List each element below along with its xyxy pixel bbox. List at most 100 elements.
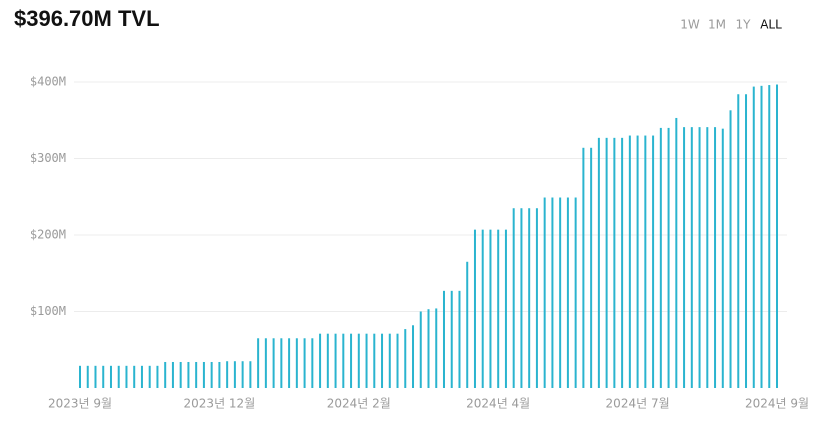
bar [226, 361, 229, 388]
bar [652, 135, 655, 388]
bar [427, 309, 430, 388]
bar [319, 333, 322, 388]
bar [272, 338, 275, 388]
bar [559, 197, 562, 388]
bar [667, 127, 670, 389]
bar [497, 229, 500, 388]
bar [264, 338, 267, 388]
bar [241, 361, 244, 388]
y-tick-label: $300M [30, 151, 66, 165]
bar [156, 365, 159, 388]
bar [365, 333, 368, 388]
bar [179, 361, 182, 388]
bar [133, 365, 136, 388]
bar [489, 229, 492, 388]
bar [466, 261, 469, 388]
bar [195, 361, 198, 388]
bar [776, 84, 778, 388]
bar [404, 329, 407, 388]
bar [706, 127, 709, 388]
bar [257, 338, 260, 388]
bar [187, 361, 190, 388]
bar [582, 147, 585, 388]
bar [605, 137, 608, 388]
bar [520, 208, 523, 388]
bar [760, 85, 763, 388]
bar [613, 137, 616, 388]
bar [504, 229, 507, 388]
bar [729, 110, 732, 389]
range-button[interactable]: 1M [708, 18, 726, 32]
bar [512, 208, 515, 388]
bar [690, 127, 693, 388]
bar [597, 137, 600, 388]
x-tick-label: 2024년 9월 [745, 397, 809, 411]
bar [714, 127, 717, 388]
bar [412, 325, 415, 388]
x-tick-label: 2024년 7월 [606, 397, 670, 411]
bar [737, 94, 740, 389]
bar [535, 208, 538, 388]
bar [628, 135, 631, 388]
bar [148, 365, 151, 388]
bar [350, 333, 353, 388]
bar [683, 127, 686, 388]
bar [79, 365, 81, 388]
y-tick-label: $200M [30, 228, 66, 242]
bar [621, 137, 624, 388]
bar [458, 290, 461, 388]
range-selector: 1W 1M 1Y ALL [680, 18, 782, 32]
bar [644, 135, 647, 388]
bar [396, 333, 399, 388]
bar [249, 361, 252, 388]
bar [125, 365, 128, 388]
bar [218, 361, 221, 388]
range-button[interactable]: 1Y [736, 18, 752, 32]
bar [721, 128, 724, 389]
bar [342, 333, 345, 388]
bar [326, 333, 329, 388]
bar [435, 308, 438, 388]
bar [388, 333, 391, 388]
range-button[interactable]: 1W [680, 18, 700, 32]
y-tick-label: $100M [30, 304, 66, 318]
y-tick-label: $400M [30, 75, 66, 89]
bar [117, 365, 120, 388]
bar [659, 127, 662, 389]
bar [566, 197, 569, 388]
bar [102, 365, 105, 388]
bar [295, 338, 298, 388]
bar [288, 338, 291, 388]
bar [543, 197, 546, 388]
bar [768, 85, 771, 388]
bar [94, 365, 97, 388]
bar [442, 290, 445, 388]
x-tick-label: 2023년 12월 [184, 397, 256, 411]
x-tick-label: 2024년 2월 [327, 397, 391, 411]
range-button[interactable]: ALL [760, 18, 782, 32]
bar [752, 86, 755, 388]
bar [528, 208, 531, 388]
bar [698, 127, 701, 388]
bar [473, 229, 476, 388]
bar [210, 361, 213, 388]
bar [140, 365, 143, 388]
bar [745, 94, 748, 389]
bar [303, 338, 306, 388]
x-tick-label: 2024년 4월 [466, 397, 530, 411]
bar [280, 338, 283, 388]
bar [202, 361, 205, 388]
chart-title: $396.70M TVL [14, 6, 160, 31]
bar [450, 290, 453, 388]
bar [311, 338, 314, 388]
bar [334, 333, 337, 388]
bar [86, 365, 89, 388]
bar [590, 147, 593, 388]
bar [164, 361, 167, 388]
bar [171, 361, 174, 388]
x-tick-label: 2023년 9월 [48, 397, 112, 411]
bar [636, 135, 639, 388]
bar [574, 197, 577, 388]
bar [419, 311, 422, 388]
